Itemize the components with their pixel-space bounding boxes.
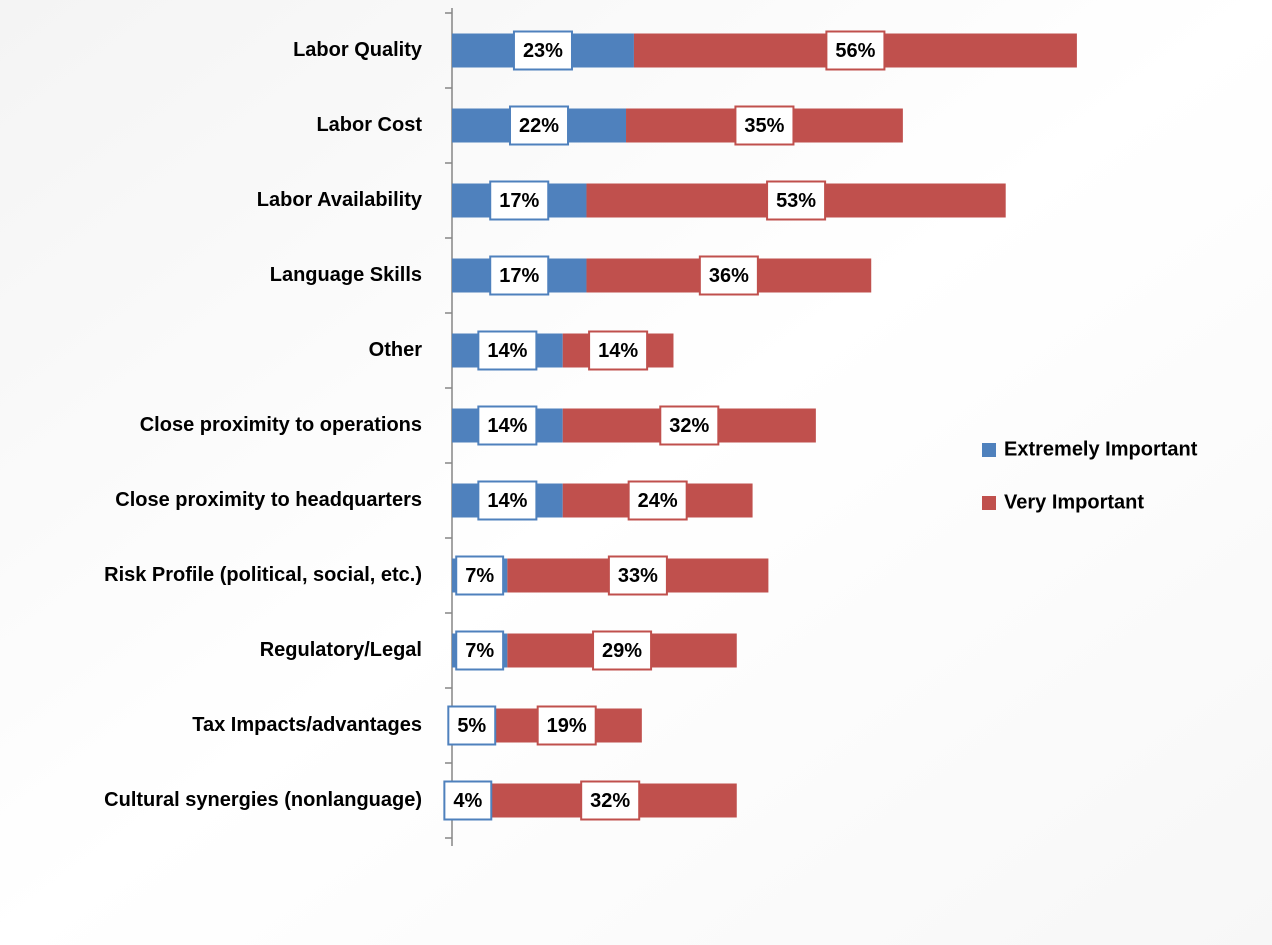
data-label: 17%	[499, 190, 539, 212]
data-label-box	[607, 555, 668, 596]
data-label: 24%	[638, 490, 678, 512]
category-label: Close proximity to operations	[140, 414, 422, 436]
data-label: 4%	[453, 790, 482, 812]
data-label: 14%	[487, 415, 527, 437]
data-label: 56%	[835, 40, 875, 62]
category-label: Close proximity to headquarters	[115, 489, 422, 511]
data-label-box	[627, 480, 688, 521]
data-label-box	[512, 30, 573, 71]
data-label-box	[477, 405, 538, 446]
data-label-box	[447, 705, 497, 746]
data-label-box	[455, 555, 505, 596]
data-label: 33%	[618, 565, 658, 587]
data-label-box	[580, 780, 641, 821]
data-label: 32%	[669, 415, 709, 437]
data-label-box	[698, 255, 759, 296]
data-label: 17%	[499, 265, 539, 287]
data-label: 22%	[519, 115, 559, 137]
data-label: 35%	[744, 115, 784, 137]
legend-swatch	[982, 443, 996, 457]
category-label: Labor Availability	[257, 189, 423, 211]
data-label-box	[489, 255, 550, 296]
category-label: Tax Impacts/advantages	[192, 714, 422, 736]
data-label: 32%	[590, 790, 630, 812]
data-label: 7%	[465, 640, 494, 662]
data-label: 14%	[487, 490, 527, 512]
data-label-box	[443, 780, 493, 821]
category-label: Regulatory/Legal	[260, 639, 422, 661]
data-label-box	[536, 705, 597, 746]
category-label: Other	[369, 339, 423, 361]
category-label: Labor Cost	[316, 114, 422, 136]
legend-label: Very Important	[1004, 491, 1144, 513]
data-label: 29%	[602, 640, 642, 662]
data-label-box	[734, 105, 795, 146]
category-label: Labor Quality	[293, 39, 423, 61]
data-label: 14%	[598, 340, 638, 362]
data-label: 19%	[547, 715, 587, 737]
legend-swatch	[982, 496, 996, 510]
legend-label: Extremely Important	[1004, 438, 1198, 460]
category-label: Cultural synergies (nonlanguage)	[104, 789, 422, 811]
data-label-box	[825, 30, 886, 71]
data-label-box	[489, 180, 550, 221]
data-label-box	[766, 180, 827, 221]
data-label: 7%	[465, 565, 494, 587]
data-label: 23%	[523, 40, 563, 62]
data-label-box	[592, 630, 653, 671]
data-label: 14%	[487, 340, 527, 362]
data-label: 5%	[457, 715, 486, 737]
data-label: 53%	[776, 190, 816, 212]
data-label-box	[588, 330, 649, 371]
category-label: Risk Profile (political, social, etc.)	[104, 564, 422, 586]
data-label-box	[455, 630, 505, 671]
category-label: Language Skills	[270, 264, 422, 286]
data-label-box	[477, 480, 538, 521]
data-label-box	[508, 105, 570, 146]
data-label-box	[659, 405, 720, 446]
data-label-box	[477, 330, 538, 371]
data-label: 36%	[709, 265, 749, 287]
